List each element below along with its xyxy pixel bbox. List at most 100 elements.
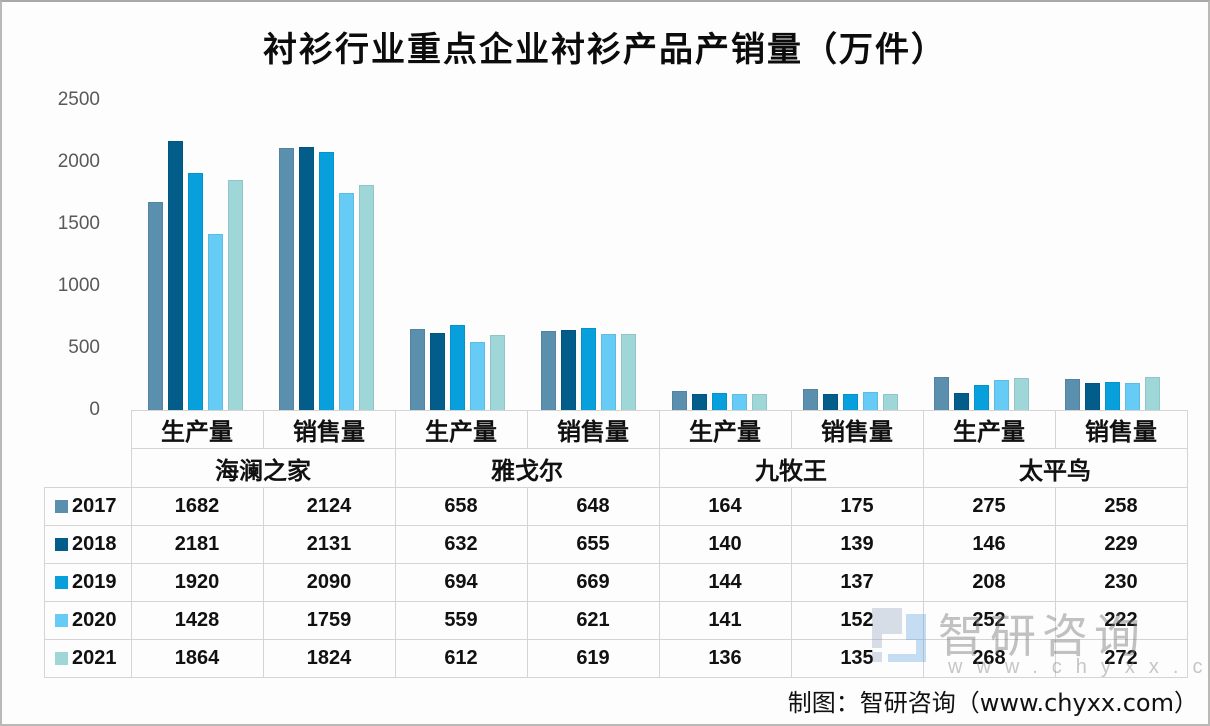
table-cell: 655 bbox=[526, 525, 660, 564]
table-cell: 621 bbox=[526, 601, 660, 640]
table-cell: 146 bbox=[922, 525, 1056, 564]
table-cell: 612 bbox=[394, 639, 528, 678]
y-tick-label: 2500 bbox=[57, 89, 100, 110]
table-cell: 140 bbox=[658, 525, 792, 564]
y-tick-label: 1500 bbox=[57, 213, 100, 234]
table-row: 2019 1920 2090 694 669 144 137 208 230 bbox=[44, 563, 1188, 602]
bar-2021 bbox=[359, 184, 374, 411]
table-cell: 164 bbox=[658, 487, 792, 526]
bar-2018 bbox=[823, 393, 838, 411]
bar-2018 bbox=[692, 393, 707, 411]
table-cell: 1759 bbox=[262, 601, 396, 640]
table-cell: 2124 bbox=[262, 487, 396, 526]
bar-2020 bbox=[863, 392, 878, 411]
chart-title: 衬衫行业重点企业衬衫产品产销量（万件） bbox=[263, 30, 947, 70]
bar-2021 bbox=[490, 335, 505, 411]
table-cell: 135 bbox=[790, 639, 924, 678]
table-cell: 175 bbox=[790, 487, 924, 526]
legend-entry: 2017 bbox=[44, 487, 132, 526]
table-cell: 1920 bbox=[130, 563, 264, 602]
company-header: 海澜之家 bbox=[130, 448, 396, 488]
table-cell: 230 bbox=[1054, 563, 1188, 602]
bar-2019 bbox=[319, 151, 334, 411]
bar-2018 bbox=[299, 146, 314, 411]
bar-2017 bbox=[672, 390, 687, 411]
metric-header: 销售量 bbox=[262, 410, 396, 449]
legend-label: 2017 bbox=[72, 495, 117, 517]
bar-2021 bbox=[621, 334, 636, 411]
bar-2021 bbox=[1145, 377, 1160, 411]
bar-2021 bbox=[883, 394, 898, 411]
bar-2019 bbox=[974, 385, 989, 411]
table-cell: 222 bbox=[1054, 601, 1188, 640]
table-cell: 152 bbox=[790, 601, 924, 640]
bar-2019 bbox=[712, 393, 727, 411]
bar-2020 bbox=[1125, 383, 1140, 411]
bar-2019 bbox=[1105, 382, 1120, 411]
company-header: 太平鸟 bbox=[922, 448, 1188, 488]
legend-label: 2019 bbox=[72, 571, 117, 593]
table-row: 2020 1428 1759 559 621 141 152 252 222 bbox=[44, 601, 1188, 640]
table-cell: 208 bbox=[922, 563, 1056, 602]
bar-2017 bbox=[934, 376, 949, 411]
bar-2019 bbox=[843, 394, 858, 411]
bar-2017 bbox=[148, 202, 163, 411]
metric-header: 生产量 bbox=[922, 410, 1056, 449]
table-cell: 252 bbox=[922, 601, 1056, 640]
bar-2020 bbox=[601, 334, 616, 411]
table-cell: 139 bbox=[790, 525, 924, 564]
bar-2021 bbox=[228, 179, 243, 411]
table-cell: 669 bbox=[526, 563, 660, 602]
y-tick-label: 2000 bbox=[57, 151, 100, 172]
table-row: 2017 1682 2124 658 648 164 175 275 258 bbox=[44, 487, 1188, 526]
bar-2020 bbox=[470, 341, 485, 411]
company-header: 九牧王 bbox=[658, 448, 924, 488]
table-cell: 1428 bbox=[130, 601, 264, 640]
source-note: 制图：智研咨询（www.chyxx.com） bbox=[787, 689, 1198, 717]
bar-2017 bbox=[803, 389, 818, 411]
bar-2020 bbox=[208, 233, 223, 411]
bar-2018 bbox=[561, 329, 576, 411]
legend-entry: 2018 bbox=[44, 525, 132, 564]
bar-2018 bbox=[430, 332, 445, 411]
legend-swatch-icon bbox=[55, 538, 68, 551]
bar-2021 bbox=[1014, 377, 1029, 411]
y-tick-label: 500 bbox=[68, 337, 100, 358]
metric-header: 生产量 bbox=[130, 410, 264, 449]
bar-2020 bbox=[994, 379, 1009, 411]
legend-swatch-icon bbox=[55, 652, 68, 665]
legend-swatch-icon bbox=[55, 576, 68, 589]
table-cell: 2090 bbox=[262, 563, 396, 602]
table-cell: 1682 bbox=[130, 487, 264, 526]
table-row: 2021 1864 1824 612 619 136 135 268 272 bbox=[44, 639, 1188, 678]
table-cell: 1864 bbox=[130, 639, 264, 678]
bar-2019 bbox=[188, 172, 203, 411]
metric-header: 生产量 bbox=[658, 410, 792, 449]
table-cell: 144 bbox=[658, 563, 792, 602]
table-cell: 258 bbox=[1054, 487, 1188, 526]
metric-header: 生产量 bbox=[394, 410, 528, 449]
bar-2017 bbox=[1065, 379, 1080, 411]
table-cell: 619 bbox=[526, 639, 660, 678]
table-cell: 658 bbox=[394, 487, 528, 526]
legend-swatch-icon bbox=[55, 614, 68, 627]
legend-entry: 2019 bbox=[44, 563, 132, 602]
data-table: 生产量 销售量 生产量 销售量 生产量 销售量 生产量 销售量 海澜之家 雅戈尔 九牧王 太平鸟 201… bbox=[44, 410, 1188, 678]
bar-2019 bbox=[581, 328, 596, 411]
bar-2017 bbox=[279, 147, 294, 411]
legend-label: 2020 bbox=[72, 609, 117, 631]
metric-header: 销售量 bbox=[526, 410, 660, 449]
bar-2017 bbox=[410, 329, 425, 411]
bar-2018 bbox=[954, 392, 969, 411]
legend-entry: 2021 bbox=[44, 639, 132, 678]
table-cell: 2181 bbox=[130, 525, 264, 564]
legend-label: 2021 bbox=[72, 647, 117, 669]
table-cell: 272 bbox=[1054, 639, 1188, 678]
plot-area bbox=[130, 101, 1180, 411]
table-cell: 229 bbox=[1054, 525, 1188, 564]
y-tick-label: 1000 bbox=[57, 275, 100, 296]
table-cell: 137 bbox=[790, 563, 924, 602]
bar-2019 bbox=[450, 324, 465, 411]
bar-2017 bbox=[541, 330, 556, 411]
